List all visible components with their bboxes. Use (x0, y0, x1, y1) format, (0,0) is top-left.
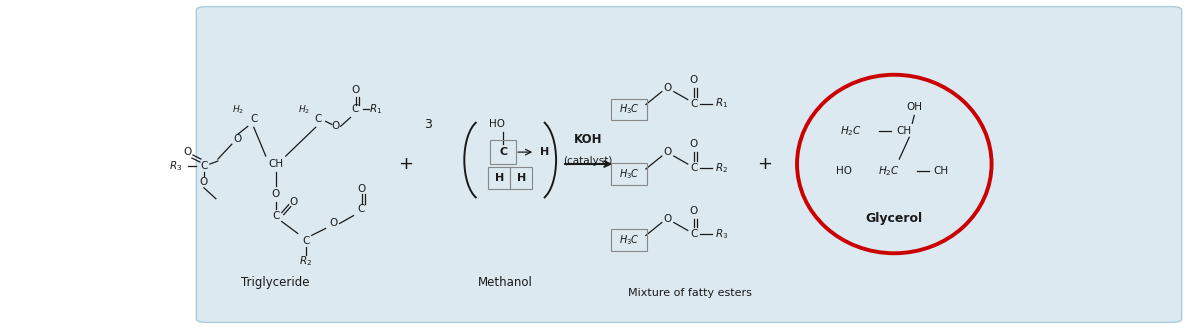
Text: C: C (250, 114, 257, 124)
Text: $H_2$: $H_2$ (298, 103, 309, 116)
Text: 3: 3 (425, 118, 432, 131)
Text: $H_3C$: $H_3C$ (619, 167, 639, 181)
Text: $H_2C$: $H_2C$ (840, 124, 863, 138)
Text: H: H (495, 173, 503, 183)
Text: HO: HO (489, 119, 506, 129)
Text: O: O (233, 134, 242, 144)
Text: C: C (499, 147, 507, 157)
Text: O: O (357, 184, 365, 194)
Text: O: O (332, 121, 339, 131)
Text: $H_2C$: $H_2C$ (878, 164, 901, 178)
Text: C: C (200, 161, 207, 171)
Text: O: O (289, 197, 298, 207)
Text: C: C (314, 114, 321, 124)
Text: C: C (302, 236, 309, 246)
Text: +: + (397, 155, 413, 173)
Text: C: C (690, 98, 697, 109)
Text: Glycerol: Glycerol (866, 212, 923, 225)
Text: Mixture of fatty esters: Mixture of fatty esters (628, 288, 752, 298)
Text: C: C (352, 105, 359, 114)
Text: (catalyst): (catalyst) (563, 156, 613, 166)
Text: O: O (690, 206, 697, 215)
Text: C: C (358, 204, 365, 214)
Text: $R_2$: $R_2$ (299, 254, 312, 268)
Text: O: O (664, 214, 672, 223)
Text: O: O (664, 147, 672, 157)
Text: KOH: KOH (574, 133, 602, 146)
Text: $H_3C$: $H_3C$ (619, 234, 639, 247)
Text: C: C (690, 229, 697, 240)
Text: $R_3$: $R_3$ (169, 159, 182, 173)
Text: +: + (757, 155, 772, 173)
Text: O: O (351, 85, 359, 95)
Text: O: O (200, 177, 208, 187)
Text: O: O (664, 83, 672, 93)
Text: O: O (690, 75, 697, 85)
Text: C: C (690, 163, 697, 173)
Text: $H_3C$: $H_3C$ (619, 103, 639, 116)
Text: O: O (330, 218, 338, 229)
Text: O: O (183, 147, 192, 157)
Text: $H_2$: $H_2$ (232, 103, 244, 116)
Text: $R_3$: $R_3$ (715, 228, 728, 241)
Text: H: H (540, 147, 550, 157)
Text: $R_1$: $R_1$ (715, 97, 728, 111)
Text: HO: HO (837, 166, 852, 176)
Text: C: C (273, 211, 280, 220)
Text: Triglyceride: Triglyceride (242, 276, 311, 290)
Text: $R_2$: $R_2$ (715, 161, 728, 175)
Text: $R_1$: $R_1$ (369, 103, 382, 116)
Text: H: H (516, 173, 526, 183)
Text: O: O (271, 189, 280, 199)
Text: CH: CH (268, 159, 283, 169)
Text: CH: CH (897, 126, 912, 136)
Text: Methanol: Methanol (477, 276, 533, 290)
Text: O: O (690, 139, 697, 149)
Text: OH: OH (907, 103, 922, 113)
Text: CH: CH (934, 166, 948, 176)
